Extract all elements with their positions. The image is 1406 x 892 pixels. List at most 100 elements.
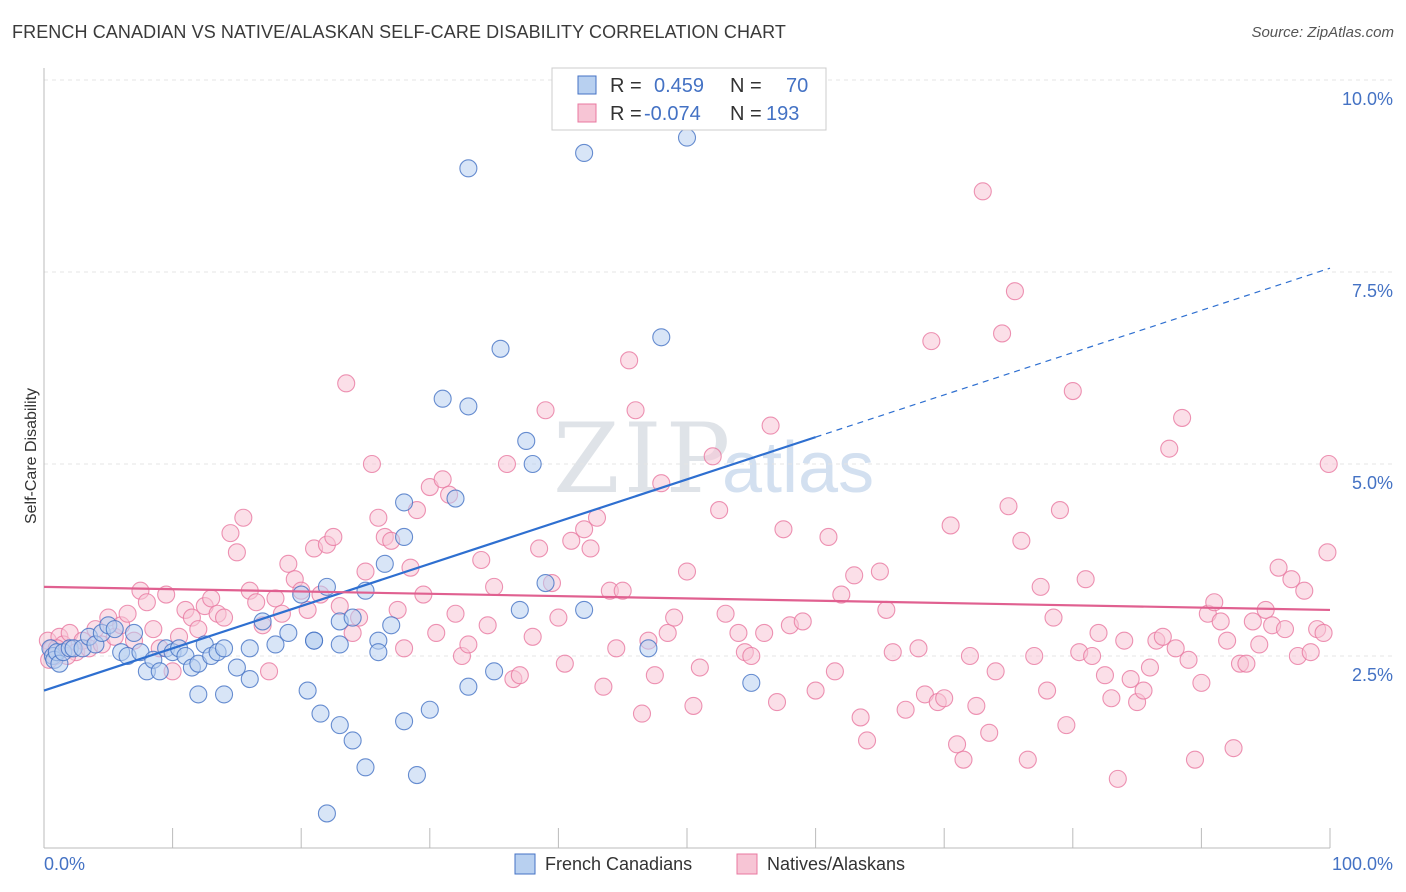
french-canadians-point-61	[485, 662, 504, 681]
legend-n-label-blue: N =	[730, 75, 762, 97]
natives-alaskans-point-133	[980, 723, 999, 742]
natives-alaskans-point-34	[247, 593, 266, 612]
natives-alaskans-point-128	[948, 735, 967, 754]
natives-alaskans-point-68	[472, 550, 491, 570]
natives-alaskans-point-96	[677, 562, 697, 581]
natives-alaskans-point-36	[259, 662, 279, 681]
natives-alaskans-point-52	[362, 454, 381, 474]
natives-alaskans-point-178	[1269, 558, 1288, 577]
natives-alaskans-point-79	[555, 654, 574, 673]
natives-alaskans-point-115	[845, 566, 864, 585]
natives-alaskans-point-69	[478, 616, 497, 635]
bottom-legend-swatch-blue	[514, 853, 536, 875]
natives-alaskans-point-95	[665, 608, 684, 627]
natives-alaskans-point-37	[266, 589, 285, 608]
french-canadians-point-52	[330, 716, 349, 735]
natives-alaskans-point-51	[356, 562, 375, 581]
french-canadians-point-76	[575, 143, 594, 163]
french-canadians-point-43	[382, 616, 401, 635]
y-tick-label-1: 5.0%	[1352, 473, 1393, 493]
natives-alaskans-point-48	[337, 374, 356, 393]
natives-alaskans-point-110	[793, 612, 812, 631]
natives-alaskans-point-82	[581, 539, 600, 558]
legend-r-label-blue: R =	[610, 75, 642, 97]
natives-alaskans-point-185	[1314, 623, 1333, 643]
legend-r-label-pink: R =	[610, 103, 642, 125]
french-canadians-point-32	[240, 639, 259, 658]
french-canadians-point-53	[369, 643, 388, 662]
natives-alaskans-point-173	[1237, 654, 1256, 673]
natives-alaskans-point-89	[626, 401, 645, 420]
axes	[43, 68, 1331, 849]
natives-alaskans-point-136	[999, 497, 1018, 516]
french-canadians-point-78	[652, 328, 671, 347]
natives-alaskans-point-101	[716, 604, 735, 623]
french-canadians-point-64	[575, 600, 594, 619]
french-canadians-point-65	[639, 639, 658, 658]
y-tick-label-3: 10.0%	[1342, 89, 1393, 109]
natives-alaskans-point-104	[742, 646, 761, 666]
natives-alaskans-point-116	[851, 708, 870, 727]
natives-alaskans-point-171	[1224, 739, 1243, 758]
natives-alaskans-point-162	[1166, 639, 1185, 658]
french-canadians-point-66	[742, 673, 761, 692]
natives-alaskans-point-30	[221, 524, 240, 543]
natives-alaskans-point-150	[1089, 623, 1108, 643]
natives-alaskans-point-138	[1012, 531, 1031, 550]
french-canadians-point-77	[677, 128, 697, 147]
natives-alaskans-point-98	[690, 658, 709, 677]
natives-alaskans-point-187	[1319, 454, 1338, 474]
natives-alaskans-point-107	[767, 693, 787, 712]
natives-alaskans-point-142	[1038, 681, 1057, 700]
french-canadians-point-47	[240, 669, 259, 689]
natives-alaskans-point-169	[1211, 612, 1230, 631]
natives-alaskans-points	[38, 182, 1338, 788]
bottom-legend-label-pink: Natives/Alaskans	[767, 854, 905, 874]
natives-alaskans-point-25	[189, 620, 208, 639]
natives-alaskans-point-134	[986, 662, 1005, 681]
natives-alaskans-point-73	[510, 666, 529, 685]
french-canadians-point-57	[407, 765, 426, 785]
french-canadians-point-50	[298, 681, 317, 700]
natives-alaskans-point-141	[1031, 577, 1050, 596]
natives-alaskans-point-92	[645, 666, 664, 685]
natives-alaskans-point-166	[1192, 673, 1211, 692]
natives-alaskans-point-158	[1140, 658, 1160, 677]
french-canadians-point-51	[311, 704, 330, 723]
natives-alaskans-point-38	[272, 604, 291, 623]
y-tick-label-0: 2.5%	[1352, 665, 1393, 685]
french-canadians-point-62	[510, 600, 529, 619]
french-canadians-point-35	[279, 623, 298, 643]
natives-alaskans-point-174	[1243, 612, 1262, 631]
natives-alaskans-point-62	[427, 623, 446, 643]
natives-alaskans-point-84	[594, 677, 613, 696]
french-canadians-trend-extension	[815, 267, 1331, 438]
natives-alaskans-point-63	[433, 470, 452, 489]
french-canadians-point-75	[459, 159, 478, 178]
watermark-atlas: atlas	[722, 428, 874, 508]
french-canadians-point-69	[459, 397, 478, 416]
natives-alaskans-point-31	[227, 543, 246, 562]
french-canadians-point-70	[523, 454, 542, 474]
series-legend: French Canadians Natives/Alaskans	[514, 853, 905, 875]
natives-alaskans-point-143	[1044, 608, 1063, 627]
natives-alaskans-point-180	[1282, 570, 1301, 589]
natives-alaskans-point-153	[1108, 769, 1127, 788]
natives-alaskans-point-81	[575, 520, 594, 539]
natives-alaskans-point-122	[909, 639, 928, 658]
natives-alaskans-point-120	[883, 643, 902, 662]
natives-alaskans-trend-line	[43, 585, 1331, 612]
french-canadians-point-56	[356, 758, 375, 777]
natives-alaskans-point-157	[1134, 681, 1153, 700]
natives-alaskans-point-151	[1095, 666, 1114, 685]
natives-alaskans-point-39	[279, 554, 298, 573]
natives-alaskans-point-87	[613, 581, 632, 600]
natives-alaskans-point-74	[523, 627, 542, 646]
natives-alaskans-point-119	[877, 600, 896, 619]
natives-alaskans-point-126	[935, 689, 954, 708]
bottom-legend-label-blue: French Canadians	[545, 854, 692, 874]
natives-alaskans-point-168	[1205, 593, 1224, 612]
natives-alaskans-point-108	[774, 520, 793, 539]
french-canadians-point-13	[105, 620, 124, 639]
natives-alaskans-point-17	[137, 593, 156, 612]
